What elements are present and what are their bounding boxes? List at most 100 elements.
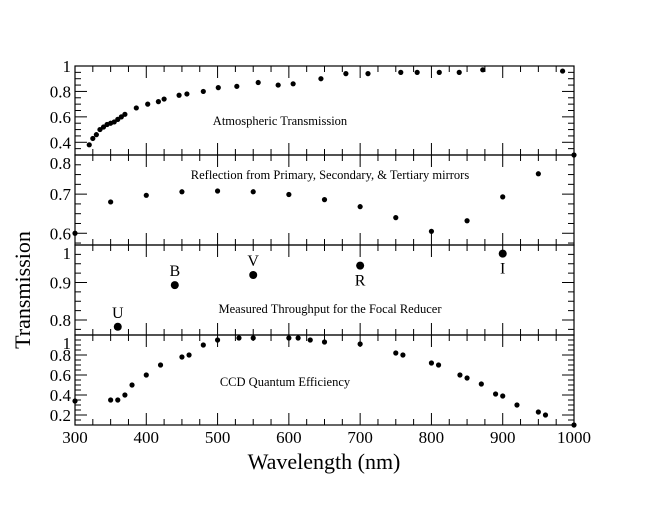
data-point	[428, 228, 435, 234]
panel-frame	[74, 65, 575, 156]
data-point	[464, 218, 470, 224]
data-point	[393, 215, 399, 221]
data-point	[492, 391, 499, 397]
data-point	[414, 69, 420, 75]
data-point	[500, 393, 506, 399]
data-point	[72, 398, 78, 404]
data-point	[398, 69, 404, 75]
data-point	[436, 69, 442, 75]
y-tick-label: 0.8	[50, 154, 71, 173]
x-tick-label: 500	[205, 428, 231, 447]
data-point	[295, 335, 301, 341]
data-point	[275, 82, 281, 88]
data-point	[72, 230, 78, 236]
data-point	[571, 152, 577, 158]
data-point	[286, 191, 292, 198]
data-point	[456, 69, 462, 75]
data-point	[214, 188, 221, 194]
data-point	[113, 322, 122, 331]
data-point	[435, 362, 442, 368]
y-tick-label: 1	[63, 244, 72, 263]
data-point	[514, 402, 520, 408]
data-point	[184, 91, 190, 97]
data-point	[129, 382, 135, 388]
data-point	[108, 199, 114, 205]
data-point	[234, 83, 240, 89]
panel-3: 0.8 0.9 1 Measured Throughput for the Focal…	[50, 244, 575, 336]
panel-frame	[74, 244, 575, 336]
data-point	[200, 342, 206, 348]
data-point	[357, 341, 363, 347]
y-axis-label: Transmission	[10, 231, 35, 349]
data-point	[286, 335, 292, 341]
y-tick-label: 0.8	[50, 311, 71, 330]
data-point	[170, 281, 179, 290]
x-tick-label: 600	[276, 428, 302, 447]
data-point	[215, 85, 221, 91]
data-point	[535, 409, 541, 415]
data-point	[214, 337, 221, 343]
y-tick-label: 0.4	[50, 386, 72, 405]
data-point	[250, 335, 256, 341]
data-point	[343, 71, 349, 77]
data-point	[115, 397, 121, 403]
data-point	[365, 71, 371, 77]
panel-title: Measured Throughput for the Focal Reduce…	[219, 302, 443, 316]
x-tick-label: 900	[490, 428, 516, 447]
data-point	[480, 67, 486, 73]
data-point	[357, 204, 363, 210]
y-tick-label: 0.8	[50, 346, 71, 365]
y-tick-label: 0.2	[50, 406, 71, 425]
data-point	[86, 142, 92, 148]
y-tick-label: 0.4	[50, 133, 72, 152]
data-point	[571, 422, 577, 428]
y-tick-label: 0.6	[50, 108, 71, 127]
data-point	[93, 132, 99, 138]
data-point	[428, 360, 435, 366]
data-point	[290, 81, 296, 87]
data-point	[145, 101, 151, 107]
panel-4: 0.20.40.60.81 CCD Quantum Efficiency	[50, 334, 577, 428]
x-axis-label: Wavelength (nm)	[248, 449, 401, 474]
data-point	[457, 372, 463, 378]
data-point	[143, 372, 149, 378]
x-tick-label: 700	[347, 428, 373, 447]
data-point	[542, 412, 549, 418]
panel-1: 0.4 0.6 0.8 1 Atmospheric Transmission	[50, 57, 575, 156]
data-point	[200, 88, 206, 95]
data-point	[155, 99, 162, 105]
data-point	[176, 92, 182, 98]
x-tick-labels: 300 400 500 600 700 800 900 1000	[62, 428, 591, 447]
point-label: R	[355, 273, 366, 290]
data-point	[186, 352, 192, 358]
y-tick-label: 0.6	[50, 366, 71, 385]
data-point	[464, 375, 470, 381]
data-point	[143, 192, 149, 198]
y-tick-label: 0.7	[50, 185, 72, 204]
data-point	[161, 96, 167, 102]
point-label: V	[247, 253, 259, 270]
data-point	[478, 381, 484, 387]
y-tick-label: 1	[63, 57, 72, 76]
data-point	[90, 135, 96, 142]
data-point	[535, 171, 541, 177]
data-point	[356, 261, 365, 270]
data-point	[318, 76, 324, 82]
data-point	[157, 362, 164, 368]
data-point	[393, 350, 399, 356]
data-point	[250, 189, 256, 195]
data-point	[108, 397, 114, 403]
data-point	[236, 335, 242, 341]
data-point	[321, 197, 328, 203]
data-point	[500, 194, 506, 200]
panel-2: 0.6 0.7 0.8 Reflection from Primary, Second…	[50, 152, 577, 246]
y-tick-label: 0.8	[50, 82, 71, 101]
point-label: I	[500, 261, 505, 278]
data-point	[133, 105, 139, 111]
y-tick-label: 0.6	[50, 224, 71, 243]
data-point	[321, 339, 328, 345]
y-tick-label: 0.9	[50, 274, 71, 293]
x-tick-label: 800	[419, 428, 445, 447]
x-tick-label: 1000	[557, 428, 591, 447]
